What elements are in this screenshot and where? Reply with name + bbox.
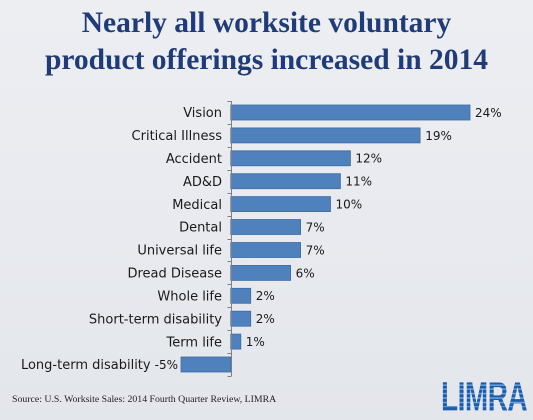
limra-logo: LIMRA (441, 374, 528, 420)
bar-critical-illness (230, 127, 421, 144)
data-label-whole-life: 2% (256, 289, 275, 303)
data-label-vision: 24% (475, 106, 502, 120)
category-label-ad-d: AD&D (183, 175, 222, 190)
category-label-dental: Dental (179, 221, 222, 236)
bar-universal-life (230, 242, 302, 258)
category-label-dread-disease: Dread Disease (127, 267, 222, 282)
category-label-vision: Vision (183, 106, 222, 121)
data-label-universal-life: 7% (306, 243, 325, 257)
data-label-ad-d: 11% (345, 175, 372, 189)
data-label-dread-disease: 6% (296, 266, 315, 280)
bar-whole-life (230, 287, 252, 304)
category-label-critical-illness: Critical Illness (132, 129, 223, 144)
chart-title-line-2: product offerings increased in 2014 (44, 44, 489, 76)
category-label-term-life: Term life (166, 335, 222, 350)
category-axis (227, 101, 232, 377)
bar-dental (230, 219, 302, 235)
bar-vision (230, 104, 471, 121)
category-label-medical: Medical (172, 198, 222, 213)
chart-title: Nearly all worksite voluntary product of… (0, 5, 533, 79)
bar-term-life (230, 333, 242, 350)
labels-layer: 24% Vision 19% Critical Illness 12% Accident 1… (21, 106, 502, 373)
bar-dread-disease (230, 264, 292, 281)
bar-long-term-disability (180, 356, 232, 373)
data-label-medical: 10% (336, 198, 363, 212)
category-label-long-term-disability: Long-term disability (21, 358, 151, 373)
data-label-short-term-disability: 2% (256, 312, 275, 326)
bar-ad-d (230, 173, 341, 190)
bar-accident (230, 150, 351, 167)
category-label-universal-life: Universal life (137, 244, 222, 259)
data-label-term-life: 1% (246, 335, 265, 349)
data-label-accident: 12% (355, 152, 382, 166)
category-label-whole-life: Whole life (157, 290, 222, 305)
data-label-critical-illness: 19% (425, 129, 452, 143)
bars-layer (180, 104, 471, 373)
category-label-short-term-disability: Short-term disability (89, 312, 222, 327)
bar-medical (230, 196, 331, 213)
data-label-long-term-disability: -5% (155, 358, 178, 372)
bar-short-term-disability (230, 310, 252, 327)
category-label-accident: Accident (166, 152, 222, 167)
chart-title-line-1: Nearly all worksite voluntary (81, 7, 452, 39)
source-note: Source: U.S. Worksite Sales: 2014 Fourth… (12, 394, 277, 405)
data-label-dental: 7% (306, 220, 325, 234)
